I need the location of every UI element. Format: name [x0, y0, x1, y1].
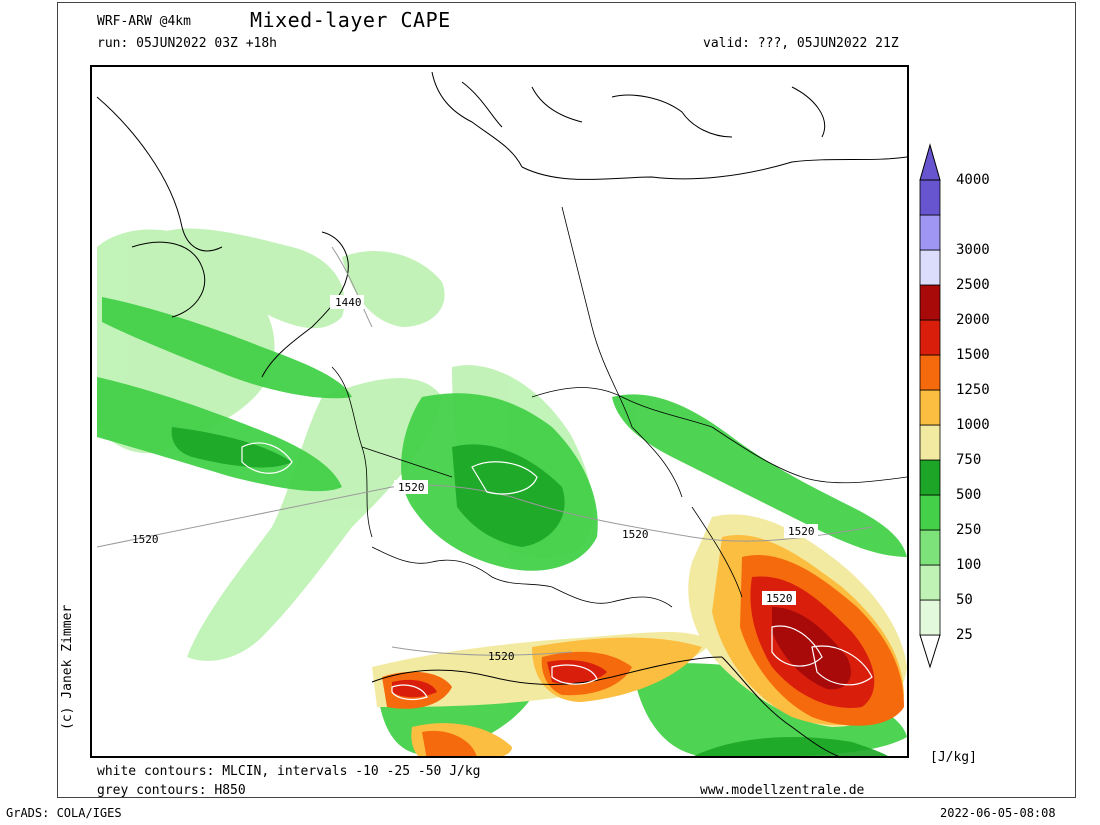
footer-mlcin-note: white contours: MLCIN, intervals -10 -25… — [97, 764, 481, 779]
legend-label: 50 — [956, 592, 973, 608]
legend-colorbar — [919, 143, 941, 669]
legend-label: 2000 — [956, 312, 990, 328]
model-label: WRF-ARW @4km — [97, 14, 191, 29]
contour-label: 1520 — [398, 481, 425, 494]
country-borders — [331, 206, 907, 608]
legend-label: 1500 — [956, 347, 990, 363]
legend-label: 1000 — [956, 417, 990, 433]
figure-frame — [57, 2, 1076, 798]
contour-label: 1520 — [622, 528, 649, 541]
map-title: Mixed-layer CAPE — [250, 8, 451, 32]
legend-swatch — [919, 494, 941, 531]
legend-swatch — [919, 424, 941, 461]
legend-swatch — [919, 319, 941, 356]
color-legend: 25 50 100 250 500 750 1000 1250 1500 2000 2500 3000… — [918, 143, 1008, 673]
legend-label: 750 — [956, 452, 982, 468]
legend-swatch — [919, 389, 941, 426]
contour-label: 1440 — [335, 296, 362, 309]
legend-label: 25 — [956, 627, 973, 643]
contour-label: 1520 — [488, 650, 515, 663]
legend-unit: [J/kg] — [930, 750, 977, 765]
contour-label: 1520 — [766, 592, 793, 605]
contour-label: 1520 — [788, 525, 815, 538]
website-link[interactable]: www.modellzentrale.de — [700, 783, 865, 798]
legend-swatch — [919, 564, 941, 601]
contour-labels: 1440 1520 1520 1520 1520 1520 1520 — [132, 295, 818, 663]
legend-label: 1250 — [956, 382, 990, 398]
legend-swatch — [919, 179, 941, 216]
footer-h850-note: grey contours: H850 — [97, 783, 246, 798]
legend-swatch — [919, 249, 941, 286]
run-label: run: 05JUN2022 03Z +18h — [97, 36, 278, 51]
cape-field-100-500 — [97, 297, 907, 756]
legend-swatch — [919, 214, 941, 251]
contour-label: 1520 — [132, 533, 159, 546]
legend-arrow-low — [919, 634, 941, 669]
legend-swatch — [919, 354, 941, 391]
legend-label: 500 — [956, 487, 982, 503]
timestamp: 2022-06-05-08:08 — [940, 806, 1056, 820]
legend-swatch — [919, 284, 941, 321]
valid-label: valid: ???, 05JUN2022 21Z — [703, 36, 899, 51]
legend-arrow-high — [919, 143, 941, 181]
legend-label: 2500 — [956, 277, 990, 293]
legend-label: 100 — [956, 557, 982, 573]
grads-label: GrADS: COLA/IGES — [6, 806, 122, 820]
author-credit: (c) Janek Zimmer — [60, 604, 75, 730]
map-canvas: 1440 1520 1520 1520 1520 1520 1520 — [96, 71, 907, 756]
legend-swatch — [919, 529, 941, 566]
legend-swatch — [919, 599, 941, 636]
legend-label: 250 — [956, 522, 982, 538]
coastlines — [96, 71, 907, 756]
legend-swatch — [919, 459, 941, 496]
cape-map: 1440 1520 1520 1520 1520 1520 1520 — [90, 65, 909, 758]
legend-label: 4000 — [956, 172, 990, 188]
legend-label: 3000 — [956, 242, 990, 258]
mlcin-contours — [241, 442, 873, 701]
